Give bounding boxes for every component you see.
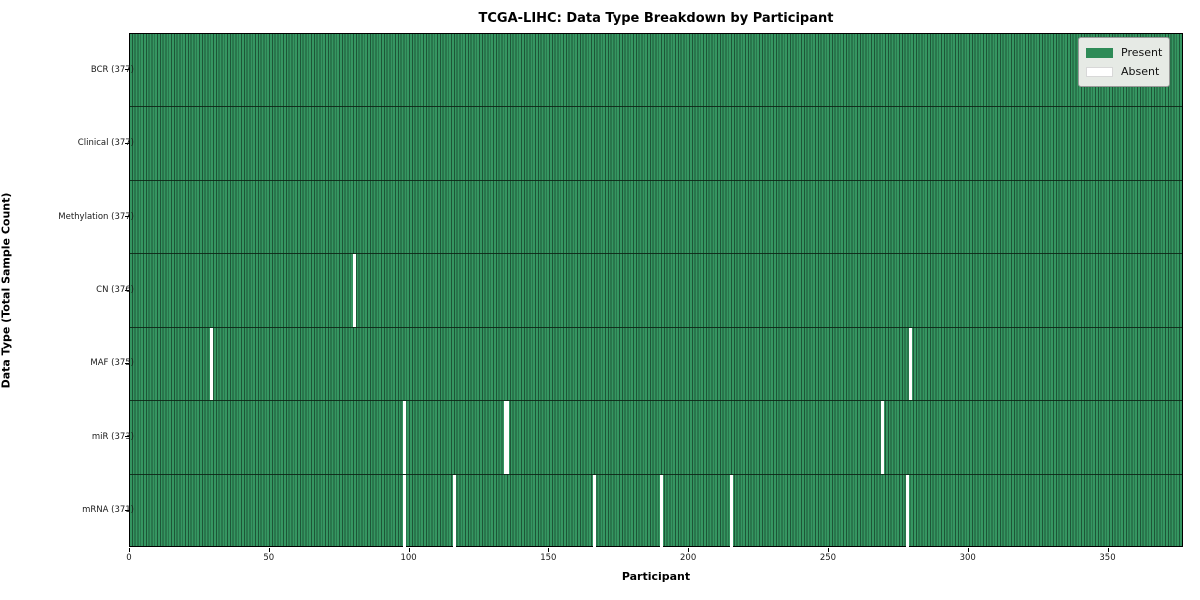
y-tick-label-mRNA: mRNA (371) <box>82 505 134 516</box>
heatmap-row-Clinical <box>130 107 1182 181</box>
x-tick-label-0: 0 <box>126 553 132 563</box>
y-tick-mark <box>125 289 129 291</box>
y-tick-label-CN: CN (376) <box>96 285 134 295</box>
x-tick-mark <box>268 548 270 552</box>
heatmap-row-miR <box>130 401 1182 475</box>
legend-label-present: Present <box>1121 46 1163 59</box>
present-color-swatch <box>1086 47 1113 58</box>
x-tick-mark <box>688 548 690 552</box>
absent-marker-mRNA-116 <box>453 474 457 548</box>
absent-marker-miR-98 <box>402 401 406 474</box>
absent-marker-mRNA-166 <box>593 474 597 548</box>
x-tick-label-50: 50 <box>263 553 275 563</box>
x-tick-mark <box>408 548 410 552</box>
heatmap-row-BCR <box>130 34 1182 108</box>
x-tick-mark <box>129 548 130 552</box>
absent-marker-MAF-29 <box>210 327 214 401</box>
x-tick-mark <box>1107 548 1109 552</box>
y-tick-label-BCR: BCR (377) <box>90 64 134 75</box>
y-tick-mark <box>125 142 129 144</box>
x-axis-label: Participant <box>621 570 691 583</box>
x-tick-label-150: 150 <box>540 553 557 563</box>
x-tick-label-300: 300 <box>959 553 976 563</box>
absent-marker-mRNA-215 <box>730 474 734 548</box>
heatmap-row-MAF <box>130 327 1182 402</box>
absent-marker-mRNA-278 <box>906 474 910 548</box>
y-tick-label-MAF: MAF (375) <box>90 358 134 369</box>
y-tick-mark <box>125 69 129 71</box>
absent-marker-CN-80 <box>352 254 356 327</box>
absent-marker-mRNA-98 <box>402 474 406 548</box>
absent-marker-mRNA-190 <box>660 474 664 548</box>
heatmap-row-mRNA <box>130 474 1182 548</box>
legend-label-absent: Absent <box>1121 65 1160 78</box>
y-tick-mark <box>125 509 129 511</box>
heatmap-row-Methylation <box>130 181 1182 255</box>
x-tick-mark <box>827 548 829 552</box>
chart-title: TCGA-LIHC: Data Type Breakdown by Partic… <box>478 11 834 26</box>
legend: Present Absent <box>1078 37 1170 87</box>
y-tick-label-miR: miR (373) <box>91 431 134 442</box>
absent-marker-MAF-279 <box>909 327 913 401</box>
y-tick-mark <box>125 436 129 438</box>
x-tick-label-100: 100 <box>400 553 417 563</box>
x-tick-label-250: 250 <box>819 553 837 563</box>
absent-marker-miR-134 <box>503 401 507 474</box>
legend-item-absent: Absent <box>1086 62 1161 81</box>
y-tick-mark <box>125 216 129 218</box>
x-tick-label-350: 350 <box>1099 553 1116 563</box>
y-tick-mark <box>125 362 129 364</box>
legend-item-present: Present <box>1086 43 1163 62</box>
absent-color-swatch <box>1086 66 1113 77</box>
x-tick-mark <box>967 548 969 552</box>
absent-marker-miR-135 <box>506 401 510 474</box>
y-tick-label-Methylation: Methylation (377) <box>58 211 134 222</box>
x-tick-label-200: 200 <box>680 553 697 563</box>
y-tick-label-Clinical: Clinical (377) <box>77 138 134 149</box>
heatmap-row-CN <box>130 254 1182 328</box>
x-tick-mark <box>548 548 550 552</box>
heatmap-plot-area <box>129 33 1183 548</box>
absent-marker-miR-269 <box>881 401 885 474</box>
y-axis-label: Data Type (Total Sample Count) <box>0 192 13 389</box>
